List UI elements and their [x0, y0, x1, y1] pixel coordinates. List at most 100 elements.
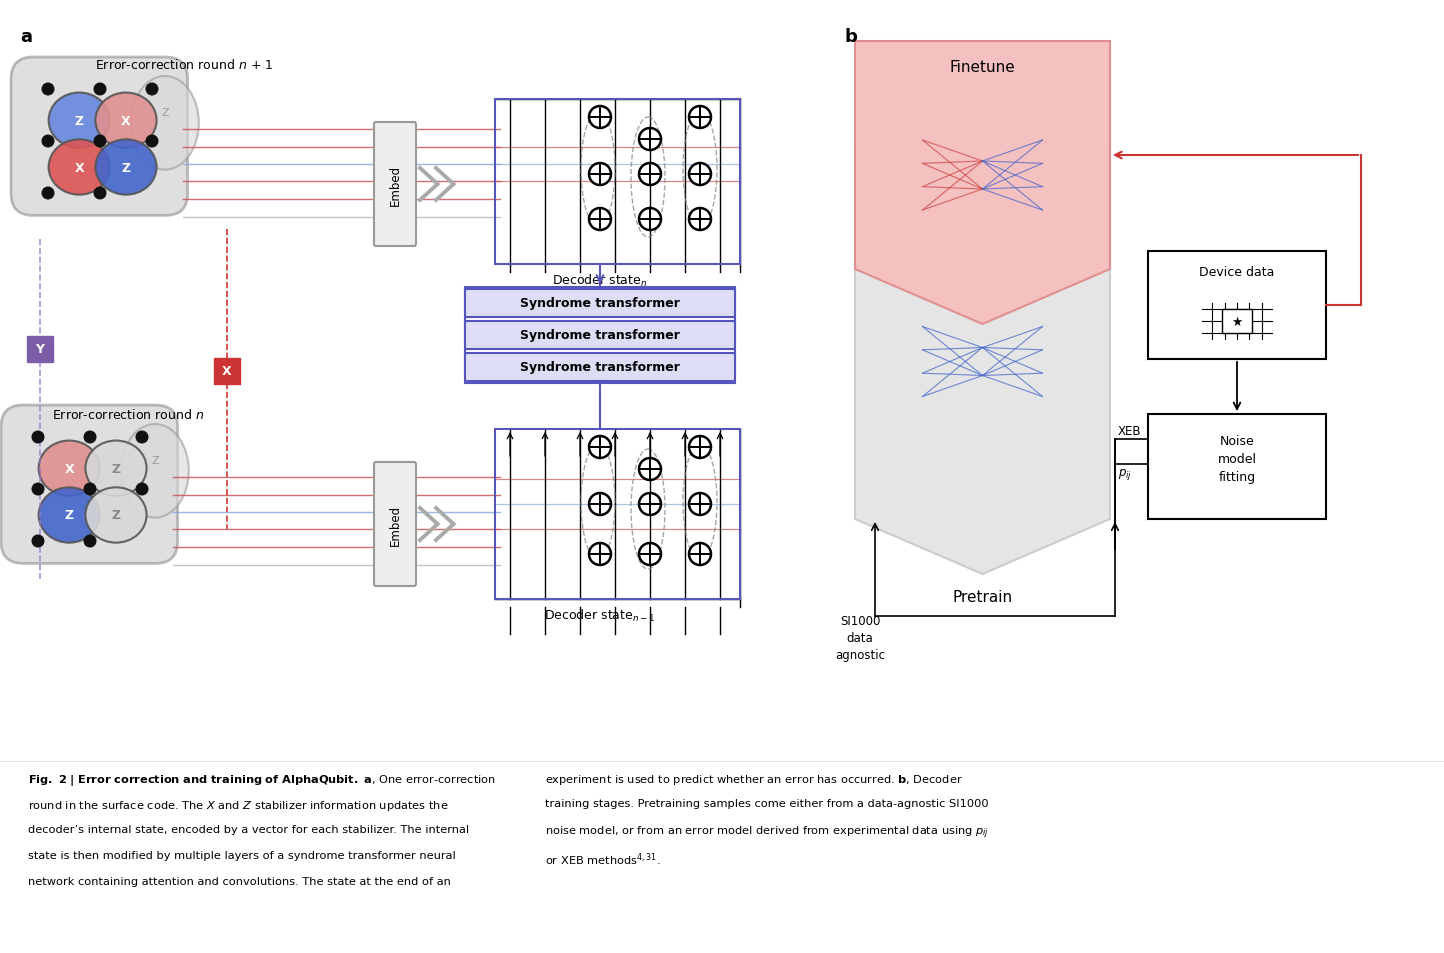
Circle shape	[640, 209, 661, 231]
Bar	[495, 100, 739, 265]
Text: SI1000
data
agnostic: SI1000 data agnostic	[835, 615, 885, 661]
Circle shape	[689, 107, 710, 129]
Bar	[465, 354, 735, 381]
Ellipse shape	[49, 140, 110, 195]
Bar	[1148, 252, 1326, 359]
Bar	[465, 288, 735, 384]
Circle shape	[640, 494, 661, 516]
Circle shape	[640, 164, 661, 186]
FancyBboxPatch shape	[374, 123, 416, 247]
Circle shape	[84, 535, 97, 548]
Bar	[495, 430, 739, 599]
Circle shape	[42, 84, 55, 96]
Text: Y: Y	[36, 343, 45, 356]
Polygon shape	[855, 145, 1110, 575]
Text: Noise
model
fitting: Noise model fitting	[1217, 435, 1256, 483]
Text: XEB: XEB	[1118, 424, 1142, 437]
Circle shape	[136, 431, 149, 444]
Text: Finetune: Finetune	[950, 60, 1015, 75]
Text: Z: Z	[111, 509, 120, 522]
Circle shape	[84, 483, 97, 496]
Circle shape	[689, 436, 710, 458]
Polygon shape	[855, 42, 1110, 325]
Ellipse shape	[39, 488, 100, 543]
Text: or XEB methods$^{4,31}$.: or XEB methods$^{4,31}$.	[544, 850, 660, 866]
Ellipse shape	[95, 140, 156, 195]
Text: decoder’s internal state, encoded by a vector for each stabilizer. The internal: decoder’s internal state, encoded by a v…	[27, 824, 469, 834]
Circle shape	[94, 188, 107, 200]
Text: Embed: Embed	[388, 504, 401, 545]
Circle shape	[136, 483, 149, 496]
Ellipse shape	[131, 77, 199, 171]
Text: Syndrome transformer: Syndrome transformer	[520, 297, 680, 310]
Circle shape	[589, 494, 611, 516]
FancyBboxPatch shape	[27, 336, 53, 363]
Text: ★: ★	[1232, 315, 1243, 328]
Text: Device data: Device data	[1200, 266, 1275, 278]
Text: b: b	[845, 28, 858, 46]
Circle shape	[589, 107, 611, 129]
Text: Error-correction round $n$ + 1: Error-correction round $n$ + 1	[95, 58, 273, 71]
Circle shape	[640, 458, 661, 480]
Circle shape	[640, 129, 661, 151]
Circle shape	[640, 543, 661, 565]
Text: X: X	[65, 462, 74, 476]
Text: a: a	[20, 28, 32, 46]
Ellipse shape	[49, 93, 110, 149]
Text: Decoder state$_{n-1}$: Decoder state$_{n-1}$	[544, 607, 656, 623]
Circle shape	[84, 431, 97, 444]
Ellipse shape	[39, 441, 100, 497]
Circle shape	[42, 135, 55, 149]
Text: Z: Z	[162, 109, 169, 118]
Circle shape	[589, 164, 611, 186]
Circle shape	[589, 209, 611, 231]
Text: X: X	[75, 161, 84, 174]
Text: Embed: Embed	[388, 164, 401, 205]
Text: Decoder state$_n$: Decoder state$_n$	[553, 273, 648, 289]
Text: Syndrome transformer: Syndrome transformer	[520, 329, 680, 342]
Ellipse shape	[85, 441, 147, 497]
Circle shape	[689, 494, 710, 516]
Circle shape	[32, 431, 45, 444]
Text: network containing attention and convolutions. The state at the end of an: network containing attention and convolu…	[27, 876, 451, 886]
Circle shape	[689, 543, 710, 565]
Text: Z: Z	[65, 509, 74, 522]
Circle shape	[589, 543, 611, 565]
FancyBboxPatch shape	[12, 58, 188, 216]
Text: $\mathbf{Fig.\ 2\ |\ Error\ correction\ and\ training\ of\ AlphaQubit.}$ $\mathb: $\mathbf{Fig.\ 2\ |\ Error\ correction\ …	[27, 772, 495, 787]
Text: Error-correction round $n$: Error-correction round $n$	[52, 408, 205, 421]
Text: Z: Z	[121, 161, 130, 174]
Text: $p_{ij}$: $p_{ij}$	[1118, 467, 1132, 481]
Text: Pretrain: Pretrain	[953, 589, 1012, 604]
Text: Z: Z	[75, 114, 84, 128]
Circle shape	[32, 483, 45, 496]
Text: training stages. Pretraining samples come either from a data-agnostic SI1000: training stages. Pretraining samples com…	[544, 799, 989, 808]
Text: noise model, or from an error model derived from experimental data using $p_{ij}: noise model, or from an error model deri…	[544, 824, 989, 841]
Text: state is then modified by multiple layers of a syndrome transformer neural: state is then modified by multiple layer…	[27, 850, 456, 861]
Text: experiment is used to predict whether an error has occurred. $\mathbf{b}$, Decod: experiment is used to predict whether an…	[544, 772, 963, 786]
Bar	[1222, 310, 1252, 334]
Bar	[1148, 415, 1326, 519]
Ellipse shape	[95, 93, 156, 149]
Text: X: X	[121, 114, 131, 128]
Circle shape	[42, 188, 55, 200]
Text: Z: Z	[152, 456, 159, 466]
Text: round in the surface code. The $X$ and $Z$ stabilizer information updates the: round in the surface code. The $X$ and $…	[27, 799, 449, 812]
Bar	[465, 322, 735, 350]
Circle shape	[689, 209, 710, 231]
Text: Syndrome transformer: Syndrome transformer	[520, 361, 680, 375]
FancyBboxPatch shape	[1, 406, 178, 564]
Circle shape	[94, 84, 107, 96]
FancyBboxPatch shape	[214, 358, 240, 385]
Text: X: X	[222, 365, 232, 378]
Bar	[465, 290, 735, 317]
FancyBboxPatch shape	[374, 462, 416, 586]
Circle shape	[589, 436, 611, 458]
Circle shape	[689, 164, 710, 186]
Ellipse shape	[85, 488, 147, 543]
Text: Z: Z	[111, 462, 120, 476]
Circle shape	[146, 84, 159, 96]
Ellipse shape	[121, 424, 189, 518]
Circle shape	[94, 135, 107, 149]
Circle shape	[32, 535, 45, 548]
